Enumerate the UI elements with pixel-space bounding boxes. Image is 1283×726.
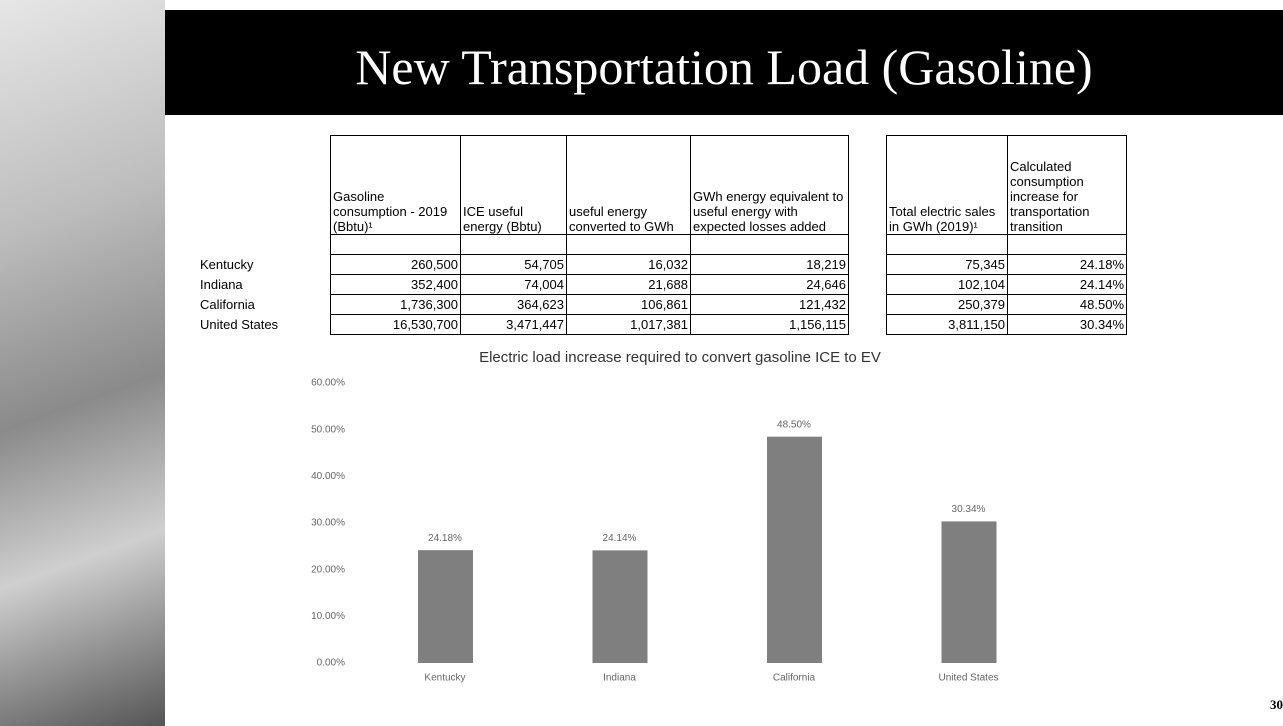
bar (593, 550, 648, 663)
chart: Electric load increase required to conve… (0, 0, 1283, 726)
data-label: 24.14% (603, 533, 637, 544)
data-label: 24.18% (428, 533, 462, 544)
y-tick-label: 50.00% (311, 424, 345, 435)
chart-title: Electric load increase required to conve… (479, 349, 881, 366)
y-tick-label: 30.00% (311, 518, 345, 529)
x-tick-label: Indiana (603, 673, 636, 684)
bar (767, 437, 822, 663)
y-tick-label: 0.00% (317, 658, 345, 669)
data-label: 30.34% (952, 504, 986, 515)
bar (942, 521, 997, 663)
y-tick-label: 10.00% (311, 611, 345, 622)
y-tick-label: 60.00% (311, 378, 345, 389)
y-tick-label: 40.00% (311, 471, 345, 482)
y-tick-label: 20.00% (311, 564, 345, 575)
x-tick-label: Kentucky (424, 673, 465, 684)
x-tick-label: United States (938, 673, 998, 684)
data-label: 48.50% (777, 419, 811, 430)
slide: {"header": {"title": "New Transportation… (0, 0, 1283, 726)
bar (418, 550, 473, 663)
x-tick-label: California (773, 673, 816, 684)
